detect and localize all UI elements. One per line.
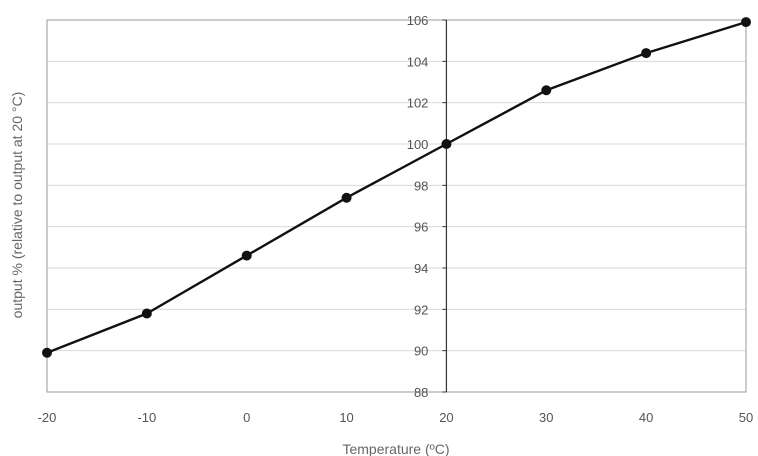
x-tick-label: 10 bbox=[339, 410, 353, 425]
y-tick-label: 90 bbox=[414, 344, 428, 359]
grid-layer bbox=[47, 19, 746, 393]
y-tick-label: 102 bbox=[407, 96, 429, 111]
y-tick-label: 104 bbox=[407, 54, 429, 69]
x-tick-label: 30 bbox=[539, 410, 553, 425]
x-tick-label: -20 bbox=[38, 410, 57, 425]
series-layer bbox=[42, 17, 751, 358]
data-point bbox=[741, 17, 751, 28]
y-tick-label: 100 bbox=[407, 137, 429, 152]
x-tick-label: -10 bbox=[137, 410, 156, 425]
y-tick-label: 98 bbox=[414, 178, 428, 193]
y-tick-label: 106 bbox=[407, 13, 429, 28]
data-point bbox=[241, 250, 252, 261]
data-point bbox=[441, 139, 452, 149]
y-tick-label: 94 bbox=[414, 261, 428, 276]
y-axis-title: output % (relative to output at 20 °C) bbox=[9, 92, 25, 319]
x-tick-label: 0 bbox=[243, 410, 250, 425]
x-tick-label: 40 bbox=[639, 410, 653, 425]
data-point bbox=[641, 48, 652, 59]
x-tick-label: 20 bbox=[439, 410, 453, 425]
axis-layer bbox=[46, 19, 747, 393]
y-tick-label: 96 bbox=[414, 220, 428, 235]
x-tick-label: 50 bbox=[739, 410, 753, 425]
series-line bbox=[45, 20, 748, 354]
x-axis-title: Temperature (ºC) bbox=[342, 441, 449, 456]
data-point bbox=[541, 85, 552, 96]
tick-label-layer: 88 90 92 94 96 98 100 102 104 106 -20 -10 0 10 20 30 40 5… bbox=[38, 13, 754, 425]
y-tick-label: 92 bbox=[414, 302, 428, 317]
data-point bbox=[341, 192, 352, 203]
data-point bbox=[141, 308, 152, 319]
data-point bbox=[42, 347, 52, 358]
y-tick-label: 88 bbox=[414, 385, 428, 400]
plot-frame bbox=[46, 19, 747, 393]
